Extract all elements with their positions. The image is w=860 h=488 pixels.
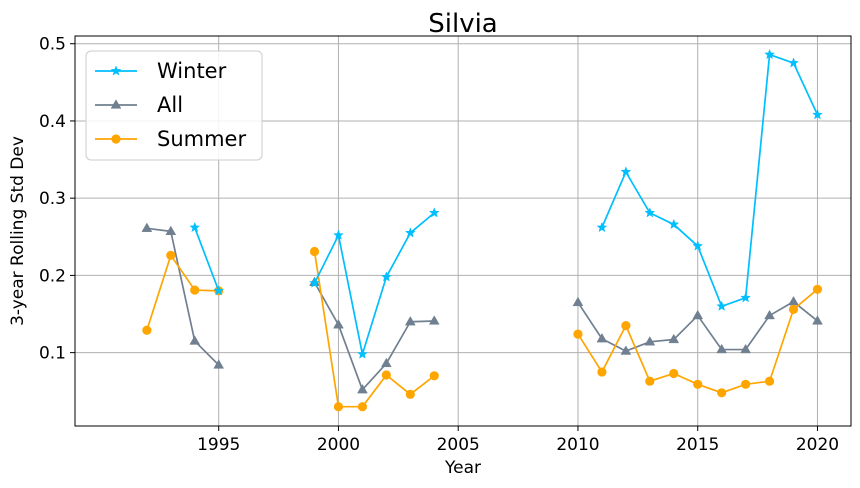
data-point xyxy=(693,379,703,389)
data-point xyxy=(404,316,416,326)
data-point xyxy=(764,48,775,60)
data-point xyxy=(597,367,607,377)
legend-marker xyxy=(111,134,121,144)
data-point xyxy=(213,359,225,369)
series-line xyxy=(313,212,435,356)
data-point xyxy=(764,376,775,386)
series-summer xyxy=(142,246,823,412)
series-layer xyxy=(141,48,823,412)
legend-label: Winter xyxy=(157,59,227,83)
legend-entries: Winter All Summer xyxy=(95,59,246,151)
y-tick-label: 0.3 xyxy=(39,189,66,209)
legend-label: All xyxy=(157,93,183,117)
series-winter xyxy=(189,48,823,359)
series-line xyxy=(313,281,435,391)
data-point xyxy=(428,207,440,218)
data-point xyxy=(692,240,704,251)
y-tick-label: 0.2 xyxy=(39,266,66,286)
data-point xyxy=(716,343,728,354)
legend: Winter All Summer xyxy=(85,50,263,161)
x-axis-label: Year xyxy=(444,458,481,478)
data-point xyxy=(213,285,225,296)
data-point xyxy=(621,321,631,331)
data-point xyxy=(357,402,368,412)
legend-marker xyxy=(110,65,122,76)
data-point xyxy=(189,335,201,345)
data-point xyxy=(669,368,679,379)
legend-marker xyxy=(110,99,122,109)
x-tick-label: 2015 xyxy=(676,435,719,455)
legend-box xyxy=(85,50,263,161)
series-line xyxy=(146,227,220,366)
data-point xyxy=(812,109,823,120)
data-point xyxy=(716,300,728,311)
data-point xyxy=(189,221,201,233)
data-point xyxy=(620,166,632,177)
data-point xyxy=(333,319,344,329)
x-tick-label: 2020 xyxy=(796,435,839,455)
y-axis: 0.1 0.2 0.3 0.4 0.5 xyxy=(39,35,75,364)
legend-entry-summer: Summer xyxy=(95,127,246,151)
chart-title: Silvia xyxy=(428,9,498,39)
x-tick-label: 2000 xyxy=(317,435,360,455)
data-point xyxy=(428,315,440,325)
data-point xyxy=(573,329,583,339)
data-point xyxy=(717,388,727,398)
data-point xyxy=(380,271,392,282)
x-axis: 1995 2000 2005 2010 2015 2020 xyxy=(197,426,839,455)
data-point xyxy=(596,221,608,233)
data-point xyxy=(740,343,751,354)
data-point xyxy=(740,292,752,303)
series-line xyxy=(193,227,220,292)
data-point xyxy=(380,357,392,368)
data-point xyxy=(764,309,775,320)
data-point xyxy=(596,333,608,343)
data-point xyxy=(668,333,680,344)
y-tick-label: 0.4 xyxy=(39,112,66,132)
data-point xyxy=(812,315,823,325)
x-tick-label: 2010 xyxy=(556,435,599,455)
series-all xyxy=(141,222,823,394)
y-tick-label: 0.1 xyxy=(39,344,66,364)
data-point xyxy=(356,348,368,359)
data-point xyxy=(645,376,655,386)
legend-label: Summer xyxy=(157,127,246,151)
data-point xyxy=(429,371,439,381)
data-point xyxy=(620,345,632,355)
x-tick-label: 1995 xyxy=(197,435,240,455)
legend-entry-all: All xyxy=(95,93,183,117)
series-line xyxy=(601,53,819,308)
data-point xyxy=(333,402,344,412)
y-axis-label: 3-year Rolling Std Dev xyxy=(8,136,28,326)
data-point xyxy=(668,218,680,230)
data-point xyxy=(190,285,200,295)
data-point xyxy=(165,225,177,236)
data-point xyxy=(644,207,656,218)
data-point xyxy=(141,222,153,232)
data-point xyxy=(166,250,176,260)
data-point xyxy=(404,227,416,238)
data-point xyxy=(309,277,320,288)
data-point xyxy=(788,57,799,68)
series-line xyxy=(146,254,219,331)
data-point xyxy=(644,336,656,346)
data-point xyxy=(309,246,320,257)
data-point xyxy=(572,296,584,307)
series-line xyxy=(313,251,435,408)
plot-frame xyxy=(74,35,852,427)
data-point xyxy=(692,309,704,320)
data-point xyxy=(357,384,368,394)
x-tick-label: 2005 xyxy=(437,435,480,455)
data-point xyxy=(333,229,344,240)
legend-entry-winter: Winter xyxy=(95,59,227,83)
data-point xyxy=(381,370,391,380)
data-point xyxy=(405,389,415,399)
data-point xyxy=(788,304,799,314)
data-point xyxy=(142,325,152,335)
y-tick-label: 0.5 xyxy=(39,35,66,55)
data-point xyxy=(741,379,751,389)
data-point xyxy=(812,284,823,294)
